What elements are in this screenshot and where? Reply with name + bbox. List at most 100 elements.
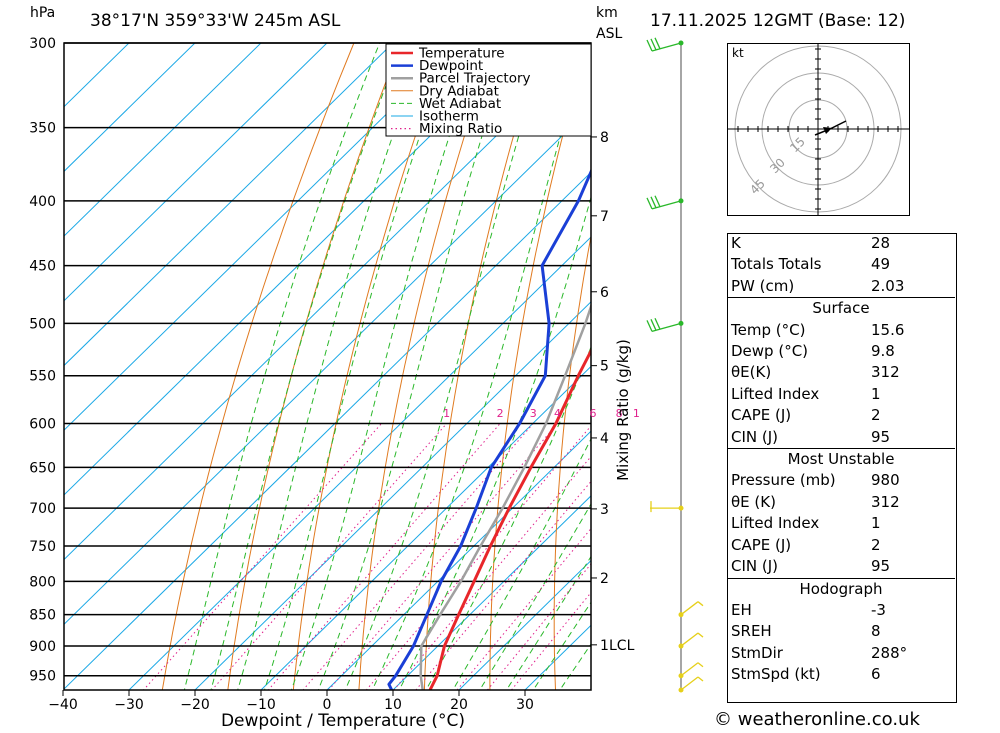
isotherm-line <box>64 43 196 173</box>
isotherm-line <box>64 43 328 302</box>
index-label: StmSpd (kt) <box>731 665 821 684</box>
index-value: 2 <box>871 406 881 425</box>
index-value: 1 <box>871 384 881 403</box>
x-tick-label: 10 <box>384 697 402 713</box>
index-row: Dewp (°C) 9.8 <box>727 341 955 362</box>
index-label: Lifted Index <box>731 514 820 533</box>
x-tick-label: 30 <box>516 697 534 713</box>
pressure-tick-label: 400 <box>29 194 56 210</box>
wind-barb-column <box>646 37 704 693</box>
index-row: StmDir 288° <box>727 643 955 664</box>
mixing-ratio-label: 3 <box>530 407 537 420</box>
index-label: StmDir <box>731 643 783 662</box>
index-value: 95 <box>871 427 891 446</box>
mixing-ratio-axis-label: Mixing Ratio (g/kg) <box>614 339 632 481</box>
pressure-tick-label: 300 <box>29 36 56 52</box>
index-row: PW (cm) 2.03 <box>727 276 955 298</box>
pressure-tick-label: 950 <box>29 669 56 685</box>
wind-barb <box>650 501 684 513</box>
km-tick-label: 5 <box>600 359 609 375</box>
index-label: θE(K) <box>731 363 772 382</box>
mixing-ratio-line <box>328 423 558 690</box>
x-axis-label: Dewpoint / Temperature (°C) <box>221 711 465 731</box>
index-row: CAPE (J) 2 <box>727 405 955 426</box>
index-label: CAPE (J) <box>731 406 792 425</box>
wind-barb <box>678 632 704 649</box>
mixing-ratio-line <box>302 423 534 690</box>
legend-label: Isotherm <box>419 109 479 125</box>
mixing-ratio-line <box>267 423 501 690</box>
isotherm-line <box>458 559 591 690</box>
legend-label: Mixing Ratio <box>419 121 502 137</box>
wet-adiabat-line <box>452 437 591 690</box>
wind-barb <box>678 662 704 679</box>
km-tick-label: 7 <box>600 209 609 225</box>
wind-barb <box>678 676 704 693</box>
legend-label: Dewpoint <box>419 58 483 74</box>
km-tick-label: 1 <box>600 638 609 654</box>
index-section-header: Hodograph <box>727 577 955 600</box>
index-label: CIN (J) <box>731 427 779 446</box>
mixing-ratio-label: 8 <box>616 407 623 420</box>
index-value: 312 <box>871 363 900 382</box>
dry-adiabat-line <box>489 43 589 690</box>
dewpoint-profile <box>387 168 591 690</box>
x-tick-label: −20 <box>180 697 210 713</box>
index-row: EH -3 <box>727 600 955 621</box>
mixing-ratio-label: 1 <box>443 407 450 420</box>
km-label: km <box>596 5 618 21</box>
x-tick-label: 20 <box>450 697 468 713</box>
index-value: 2 <box>871 535 881 554</box>
lcl-label: LCL <box>609 638 635 654</box>
pressure-tick-label: 700 <box>29 501 56 517</box>
hodograph-unit: kt <box>732 46 744 60</box>
legend-label: Wet Adiabat <box>419 96 501 112</box>
wet-adiabat-line <box>479 503 591 690</box>
index-label: θE (K) <box>731 492 776 511</box>
index-value: 312 <box>871 492 900 511</box>
index-value: 1 <box>871 514 881 533</box>
dry-adiabat-line <box>358 43 495 690</box>
index-label: CIN (J) <box>731 557 779 576</box>
dry-adiabat-line <box>161 43 355 690</box>
x-tick-label: −40 <box>48 697 78 713</box>
wet-adiabat-line <box>290 43 481 690</box>
asl-label: ASL <box>596 26 623 42</box>
pressure-tick-label: 350 <box>29 121 56 137</box>
credit: © weatheronline.co.uk <box>714 709 920 730</box>
mixing-ratio-label: 2 <box>497 407 504 420</box>
isotherm-line <box>64 43 262 237</box>
wet-adiabat-line <box>371 43 588 690</box>
km-tick-label: 2 <box>600 571 609 587</box>
index-row: CIN (J) 95 <box>727 556 955 578</box>
km-tick-label: 4 <box>600 431 609 447</box>
mixing-ratio-line <box>365 425 591 690</box>
legend-label: Temperature <box>418 46 505 62</box>
wind-barb <box>646 317 684 333</box>
pressure-tick-label: 500 <box>29 316 56 332</box>
index-row: θE(K) 312 <box>727 362 955 383</box>
skew-t-chart: 3003504004505005506006507007508008509009… <box>0 0 640 731</box>
mixing-ratio-label: 6 <box>590 407 597 420</box>
wet-adiabat-line <box>398 195 591 690</box>
isotherm-line <box>260 365 591 690</box>
index-value: 9.8 <box>871 342 895 361</box>
mixing-ratio-line <box>456 527 591 690</box>
index-section-header: Surface <box>727 297 955 320</box>
wind-barb <box>678 601 704 618</box>
index-row: Pressure (mb) 980 <box>727 470 955 491</box>
wind-barb <box>646 195 684 210</box>
index-value: -3 <box>871 600 886 619</box>
legend-label: Parcel Trajectory <box>419 71 531 87</box>
index-label: Lifted Index <box>731 384 820 403</box>
wet-adiabat-line <box>210 43 403 690</box>
legend-label: Dry Adiabat <box>419 83 499 99</box>
index-value: 6 <box>871 665 881 684</box>
index-value: 980 <box>871 471 900 490</box>
parcel-trajectory <box>419 302 591 690</box>
wet-adiabat-line <box>344 43 548 690</box>
index-row: Lifted Index 1 <box>727 513 955 534</box>
isotherm-line <box>0 0 165 704</box>
index-row: θE (K) 312 <box>727 492 955 513</box>
